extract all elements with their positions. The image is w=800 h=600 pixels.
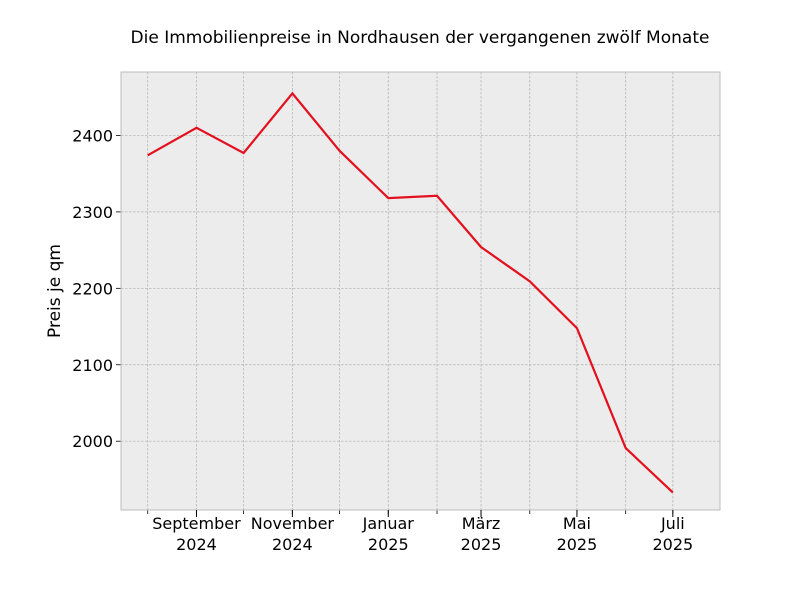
plot-frame: [120, 71, 721, 511]
y-tick-label: 2000: [72, 432, 113, 451]
plot-area: 2000 2100 2200 2300 2400 September 2024Novembe…: [72, 71, 721, 554]
plot-background: [121, 72, 720, 510]
y-axis-label: Preis je qm: [45, 244, 65, 338]
x-tick-label: Mai 2025: [557, 514, 598, 554]
y-tick-label: 2100: [72, 356, 113, 375]
y-tick-label: 2300: [72, 203, 113, 222]
x-tick-label: März 2025: [461, 514, 502, 554]
x-tick-label: Juli 2025: [652, 514, 693, 554]
x-tick-label: November 2024: [251, 514, 335, 554]
y-tick-label: 2400: [72, 126, 113, 145]
chart-title: Die Immobilienpreise in Nordhausen der v…: [131, 28, 710, 48]
x-tick-label: September 2024: [152, 514, 241, 554]
y-tick-label: 2200: [72, 279, 113, 298]
price-series-line: [147, 91, 674, 494]
x-tick-label: Januar 2025: [362, 514, 415, 554]
